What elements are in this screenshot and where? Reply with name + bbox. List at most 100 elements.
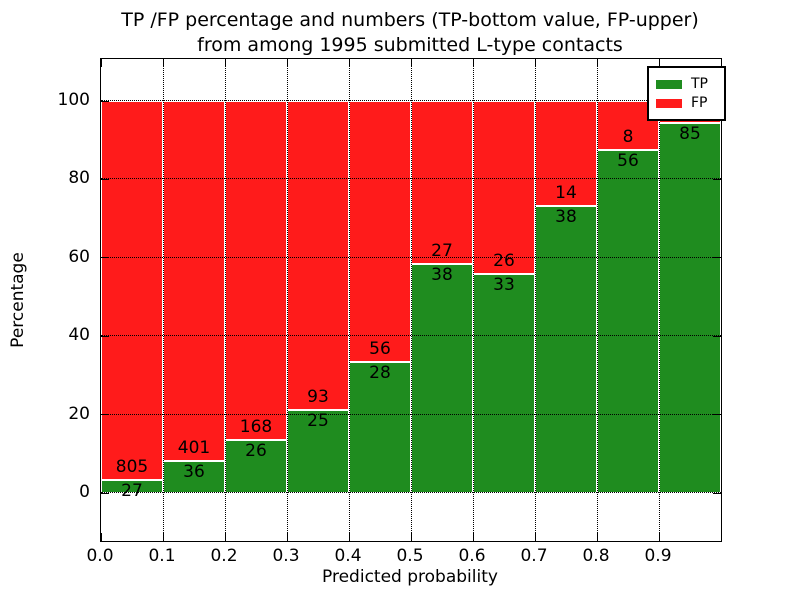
y-tick-label: 60 — [68, 246, 90, 267]
chart-title-line-1: TP /FP percentage and numbers (TP-bottom… — [121, 9, 699, 31]
bar-fp — [473, 101, 535, 274]
bar-fp — [287, 101, 349, 410]
v-gridline — [659, 59, 660, 541]
v-gridline — [225, 59, 226, 541]
x-tick-label: 0.3 — [272, 546, 300, 566]
y-tick-label: 80 — [68, 168, 90, 189]
x-tick-mark-top — [472, 59, 474, 67]
bar-tp — [535, 206, 597, 493]
y-tick-mark — [101, 335, 109, 337]
x-tick-mark — [348, 533, 350, 541]
x-tick-mark — [472, 533, 474, 541]
bar-fp — [225, 101, 287, 441]
y-tick-label: 100 — [57, 90, 90, 110]
y-tick-mark-right — [713, 335, 721, 337]
y-tick-mark-right — [713, 257, 721, 259]
x-tick-mark — [534, 533, 536, 541]
x-tick-label: 0.6 — [458, 546, 486, 566]
chart-title: TP /FP percentage and numbers (TP-bottom… — [100, 8, 720, 58]
x-tick-mark-top — [720, 59, 722, 67]
y-tick-mark — [101, 178, 109, 180]
fp-count-label: 27 — [431, 240, 453, 261]
chart-title-line-2: from among 1995 submitted L-type contact… — [197, 34, 623, 56]
bar-fp — [349, 101, 411, 363]
y-tick-label: 0 — [79, 482, 90, 502]
x-tick-mark — [162, 533, 164, 541]
tp-count-label: 38 — [555, 207, 577, 228]
x-axis-label: Predicted probability — [322, 567, 498, 587]
v-gridline — [163, 59, 164, 541]
legend-label-tp: TP — [691, 76, 708, 92]
tp-count-label: 38 — [431, 264, 453, 285]
x-tick-label: 0.9 — [644, 546, 672, 566]
x-tick-mark — [286, 533, 288, 541]
bar-tp — [473, 273, 535, 493]
bar-fp — [101, 101, 163, 481]
x-tick-mark-top — [348, 59, 350, 67]
x-tick-mark — [410, 533, 412, 541]
x-tick-label: 0.4 — [334, 546, 362, 566]
v-gridline — [349, 59, 350, 541]
x-tick-mark — [720, 533, 722, 541]
bar-tp — [287, 409, 349, 493]
legend-label-fp: FP — [691, 95, 708, 111]
fp-count-label: 8 — [622, 127, 634, 147]
y-tick-label: 40 — [68, 325, 90, 346]
fp-count-label: 93 — [307, 386, 329, 407]
tp-count-label: 27 — [121, 481, 143, 502]
fp-swatch-icon — [656, 98, 682, 108]
y-tick-mark-right — [713, 178, 721, 180]
y-tick-mark-right — [713, 414, 721, 416]
tp-count-label: 26 — [245, 441, 267, 462]
fp-count-label: 56 — [369, 339, 391, 360]
fp-count-label: 168 — [239, 417, 273, 438]
v-gridline — [411, 59, 412, 541]
x-tick-mark — [224, 533, 226, 541]
x-tick-label: 0.1 — [148, 546, 176, 566]
fp-count-label: 401 — [177, 437, 211, 458]
fp-count-label: 14 — [555, 183, 577, 204]
x-tick-mark-top — [534, 59, 536, 67]
v-gridline — [597, 59, 598, 541]
x-tick-mark — [658, 533, 660, 541]
x-tick-mark-top — [162, 59, 164, 67]
bar-tp — [411, 263, 473, 493]
legend-entry-fp: FP — [656, 95, 718, 111]
legend: TP FP — [647, 66, 726, 121]
y-axis-label: Percentage — [8, 252, 28, 348]
tp-count-label: 28 — [369, 363, 391, 384]
x-tick-mark-top — [658, 59, 660, 67]
fp-count-label: 26 — [493, 250, 515, 271]
fp-count-label: 805 — [115, 457, 149, 478]
plot-area: 805 27 401 36 168 26 93 25 56 28 27 38 26 33 14 38 8 56 85 — [100, 58, 722, 542]
tp-count-label: 36 — [183, 461, 205, 482]
v-gridline — [473, 59, 474, 541]
bar-tp — [597, 150, 659, 493]
y-tick-mark — [101, 100, 109, 102]
x-tick-mark — [596, 533, 598, 541]
x-tick-mark — [100, 533, 102, 541]
y-tick-mark — [101, 257, 109, 259]
x-tick-label: 0.5 — [396, 546, 424, 566]
x-tick-label: 0.7 — [520, 546, 548, 566]
y-tick-mark — [101, 492, 109, 494]
x-tick-mark-top — [100, 59, 102, 67]
y-tick-label: 20 — [68, 403, 90, 424]
x-tick-label: 0.8 — [582, 546, 610, 566]
x-tick-label: 0.2 — [210, 546, 238, 566]
x-tick-mark-top — [224, 59, 226, 67]
tp-count-label: 85 — [679, 123, 701, 144]
y-tick-mark-right — [713, 492, 721, 494]
v-gridline — [535, 59, 536, 541]
bar-fp — [411, 101, 473, 264]
x-tick-mark-top — [286, 59, 288, 67]
legend-entry-tp: TP — [656, 76, 718, 92]
x-tick-label: 0.0 — [86, 546, 114, 566]
x-tick-mark-top — [596, 59, 598, 67]
tp-swatch-icon — [656, 79, 682, 89]
y-tick-mark — [101, 414, 109, 416]
v-gridline — [287, 59, 288, 541]
bar-tp — [659, 122, 721, 493]
tp-count-label: 56 — [617, 151, 639, 171]
